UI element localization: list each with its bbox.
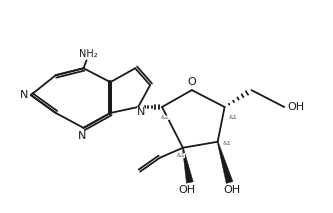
Text: N: N	[137, 107, 145, 117]
Polygon shape	[182, 148, 193, 183]
Text: NH₂: NH₂	[79, 49, 98, 59]
Text: OH: OH	[288, 102, 305, 112]
Text: OH: OH	[178, 186, 195, 196]
Text: O: O	[187, 77, 196, 87]
Text: N: N	[20, 90, 28, 100]
Polygon shape	[217, 142, 233, 183]
Text: &1: &1	[176, 153, 185, 158]
Text: OH: OH	[223, 186, 240, 196]
Text: &1: &1	[161, 115, 169, 120]
Text: &1: &1	[228, 115, 237, 120]
Text: &1: &1	[222, 141, 231, 146]
Text: N: N	[78, 131, 87, 141]
